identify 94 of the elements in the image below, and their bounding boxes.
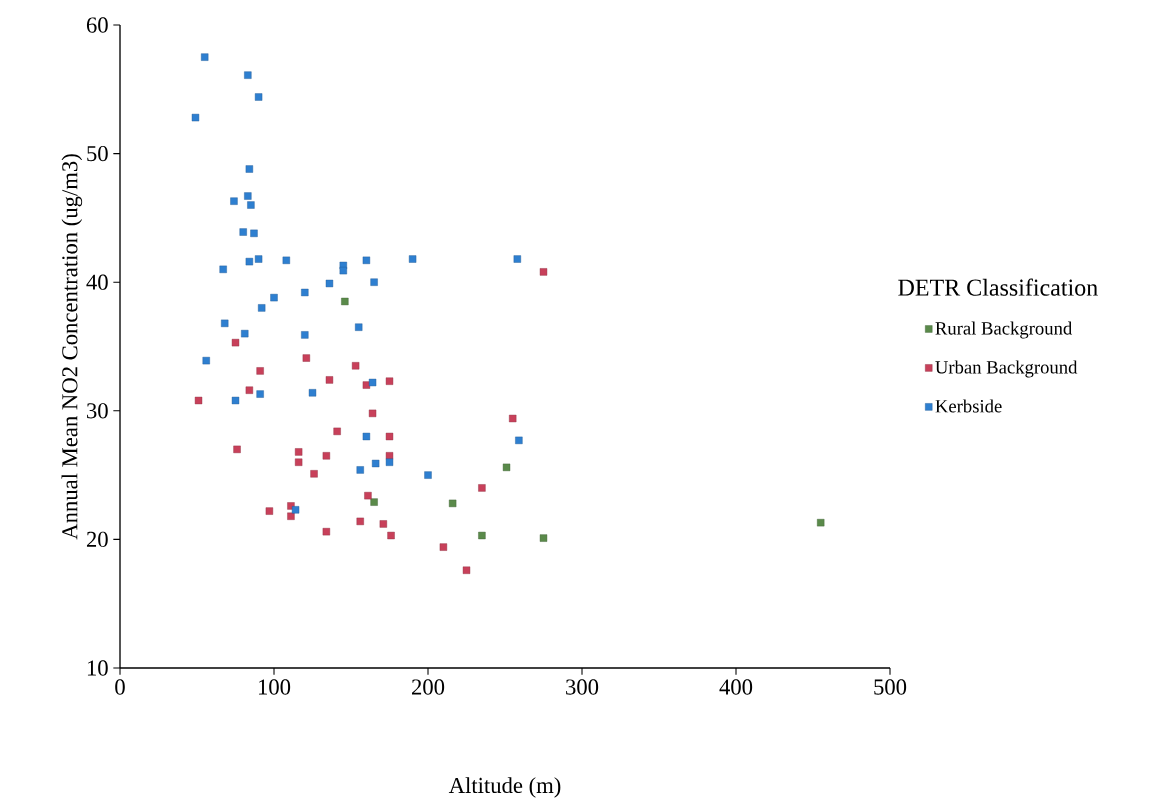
y-tick-label: 30 <box>87 403 108 419</box>
point <box>244 71 252 79</box>
point <box>301 331 309 339</box>
point <box>245 257 254 266</box>
point <box>291 506 300 514</box>
point <box>368 378 377 387</box>
point <box>231 338 240 347</box>
y-tick-label: 10 <box>87 660 108 676</box>
point <box>439 543 448 551</box>
point <box>371 459 380 468</box>
point <box>509 414 517 423</box>
y-tick-label: 60 <box>86 17 108 33</box>
point <box>245 165 254 173</box>
point <box>385 432 394 441</box>
point <box>515 436 523 445</box>
point <box>478 531 486 540</box>
point <box>368 409 377 418</box>
point <box>294 448 303 456</box>
point <box>202 356 210 365</box>
point <box>247 201 255 209</box>
legend-label: Kerbside <box>935 399 1002 413</box>
legend-title: DETR Classification <box>898 278 1098 296</box>
point <box>351 362 360 370</box>
point <box>356 466 364 474</box>
point <box>385 458 394 466</box>
point <box>408 255 417 263</box>
point <box>219 265 227 273</box>
point <box>539 534 548 542</box>
point <box>256 390 264 398</box>
point <box>294 458 303 466</box>
y-tick-label: 40 <box>86 274 108 290</box>
point <box>194 396 203 405</box>
point <box>370 498 378 506</box>
point <box>513 255 521 263</box>
point <box>370 278 378 286</box>
point <box>379 520 388 528</box>
point <box>254 93 263 101</box>
point <box>362 432 371 441</box>
point <box>301 288 309 297</box>
point <box>341 297 349 306</box>
point <box>462 566 471 574</box>
x-tick-label: 500 <box>874 679 907 695</box>
x-tick-label: 0 <box>115 679 125 695</box>
point <box>817 519 825 527</box>
x-tick-label: 100 <box>258 679 291 695</box>
point <box>241 329 249 338</box>
y-tick-label: 50 <box>87 145 108 162</box>
x-tick-label: 300 <box>566 679 599 695</box>
point <box>355 323 363 331</box>
point <box>539 268 548 276</box>
point <box>230 197 238 205</box>
legend-label: Urban Background <box>935 360 1078 378</box>
point <box>302 354 311 362</box>
point <box>254 255 263 263</box>
y-tick-label: 20 <box>86 531 108 548</box>
point <box>245 386 254 394</box>
point <box>478 484 486 492</box>
point <box>448 499 457 508</box>
point <box>364 492 372 500</box>
point <box>221 319 229 328</box>
point <box>325 376 334 384</box>
point <box>322 452 331 460</box>
point <box>325 279 334 288</box>
point <box>282 256 290 264</box>
x-tick-label: 400 <box>719 679 753 695</box>
point <box>201 53 209 61</box>
point <box>385 452 394 460</box>
point <box>387 531 395 540</box>
point <box>333 427 341 436</box>
point <box>308 389 317 397</box>
point <box>502 463 511 472</box>
point <box>233 445 241 454</box>
x-tick-label: 200 <box>412 679 445 695</box>
point <box>265 507 274 515</box>
point <box>256 367 264 375</box>
point <box>385 377 394 385</box>
point <box>270 293 278 302</box>
point <box>362 381 371 389</box>
point <box>244 192 252 200</box>
point <box>322 528 331 536</box>
point <box>191 113 200 122</box>
point <box>231 396 240 405</box>
point <box>239 228 247 236</box>
point <box>356 517 364 526</box>
point <box>339 266 347 275</box>
point <box>424 471 432 479</box>
point <box>250 229 258 237</box>
point <box>258 304 266 312</box>
legend-label: Rural Background <box>935 321 1073 339</box>
y-axis-title: Annual Mean NO2 Concentration (ug/m3) <box>61 154 83 540</box>
point <box>310 470 318 478</box>
point <box>287 512 295 520</box>
x-axis-title: Altitude (m) <box>448 777 561 798</box>
point <box>362 256 371 264</box>
